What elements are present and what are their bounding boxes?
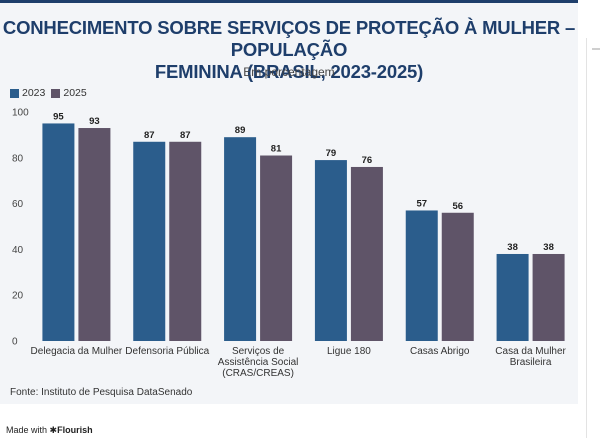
made-with-flourish[interactable]: Made with ✱Flourish	[6, 425, 93, 436]
bar-2023	[405, 210, 438, 341]
bar-2025	[78, 128, 111, 341]
x-tick-label-line: Casas Abrigo	[410, 346, 470, 357]
legend-swatch-2025	[51, 88, 61, 98]
legend-label-2025: 2025	[63, 87, 87, 99]
data-label-2025: 93	[89, 116, 100, 127]
x-tick-label-line: Serviços de	[232, 346, 285, 357]
bar-2023	[314, 160, 347, 341]
x-tick-label-line: Defensoria Pública	[125, 346, 209, 357]
x-tick-label-line: Assistência Social	[218, 357, 299, 368]
data-label-2023: 38	[507, 242, 518, 253]
data-label-2023: 87	[144, 130, 155, 141]
bar-2025	[441, 212, 474, 341]
y-tick-label: 40	[12, 245, 24, 256]
x-tick-label: Ligue 180	[327, 346, 371, 357]
made-with-label: Made with	[6, 425, 48, 435]
y-tick-label: 0	[12, 337, 18, 348]
bar-2023	[42, 123, 75, 341]
y-tick-label: 20	[12, 291, 24, 302]
chart-legend: 2023 2025	[10, 87, 87, 99]
x-tick-label-line: Delegacia da Mulher	[31, 346, 123, 357]
bar-2025	[260, 155, 293, 341]
legend-label-2023: 2023	[22, 87, 46, 99]
source-note: Fonte: Instituto de Pesquisa DataSenado	[10, 387, 193, 398]
x-tick-label: Delegacia da Mulher	[31, 346, 123, 357]
data-label-2025: 81	[271, 144, 282, 155]
x-tick-label: Defensoria Pública	[125, 346, 209, 357]
legend-item-2025[interactable]: 2025	[51, 87, 87, 99]
chart-title: CONHECIMENTO SOBRE SERVIÇOS DE PROTEÇÃO …	[0, 17, 578, 83]
side-panel	[586, 38, 600, 438]
data-label-2023: 89	[235, 125, 246, 136]
legend-swatch-2023	[10, 88, 19, 98]
side-panel-handle[interactable]	[592, 48, 600, 50]
bar-2023	[133, 141, 166, 341]
data-label-2025: 56	[452, 201, 463, 212]
x-tick-label-line: Casa da Mulher	[495, 346, 566, 357]
bar-2025	[169, 141, 202, 341]
data-label-2023: 95	[53, 111, 64, 122]
chart-card: CONHECIMENTO SOBRE SERVIÇOS DE PROTEÇÃO …	[0, 0, 578, 404]
x-tick-label: Serviços de Assistência Social (CRAS/CREAS…	[218, 346, 299, 379]
x-tick-label-line: (CRAS/CREAS)	[222, 368, 294, 379]
bar-chart: 0 20 40 60 80 100 95 93 Delegacia da Mulher 87 87 D…	[12, 108, 567, 380]
x-tick-label: Casas Abrigo	[410, 346, 470, 357]
y-tick-label: 60	[12, 199, 24, 210]
flourish-brand: Flourish	[57, 425, 93, 435]
data-label-2025: 76	[362, 155, 373, 166]
bar-2023	[224, 137, 257, 341]
bar-2023	[496, 253, 529, 341]
data-label-2023: 79	[326, 148, 337, 159]
data-label-2025: 38	[543, 242, 554, 253]
chart-title-line1: CONHECIMENTO SOBRE SERVIÇOS DE PROTEÇÃO …	[2, 17, 576, 60]
flourish-logo-icon: ✱	[49, 425, 58, 435]
x-tick-label-line: Ligue 180	[327, 346, 371, 357]
legend-item-2023[interactable]: 2023	[10, 87, 45, 99]
chart-subtitle: Em porcentagem	[243, 65, 335, 79]
x-tick-label: Casa da Mulher Brasileira	[495, 346, 566, 368]
bar-2025	[350, 166, 383, 341]
x-tick-label-line: Brasileira	[510, 357, 552, 368]
bar-2025	[532, 253, 565, 341]
y-tick-label: 80	[12, 153, 24, 164]
chart-title-line2: FEMININA (BRASIL, 2023-2025)	[154, 61, 424, 82]
y-tick-label: 100	[12, 108, 29, 119]
data-label-2025: 87	[180, 130, 191, 141]
data-label-2023: 57	[416, 198, 427, 209]
